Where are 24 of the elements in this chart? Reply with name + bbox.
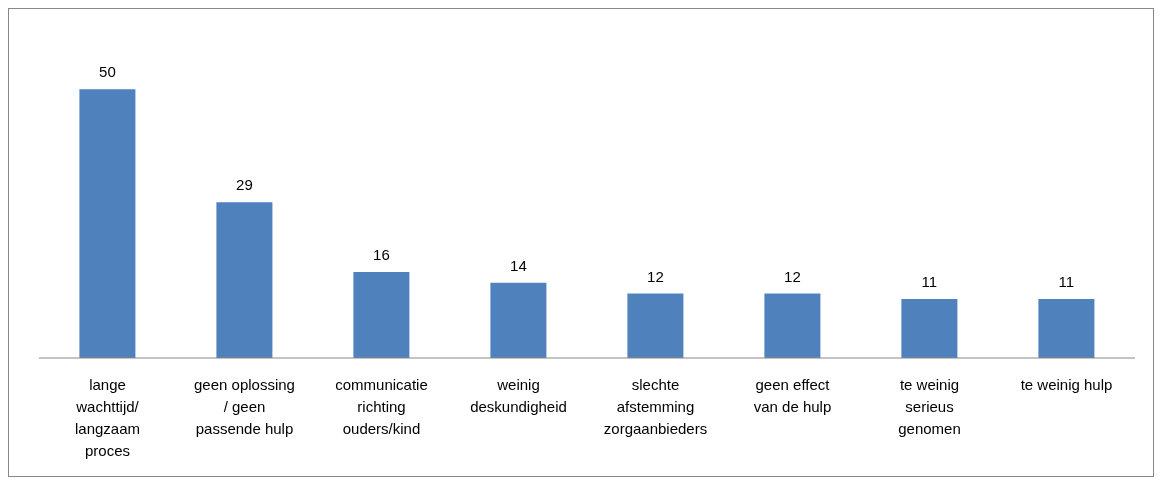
bar — [764, 293, 821, 358]
x-tick-label: lange wachttijd/ langzaam proces — [74, 376, 141, 459]
x-tick-label: communicatie richting ouders/kind — [335, 376, 428, 437]
data-label: 50 — [99, 63, 116, 81]
data-label: 16 — [373, 246, 390, 264]
bar — [901, 298, 958, 358]
data-label: 12 — [647, 267, 664, 285]
bar — [490, 282, 547, 358]
data-label: 29 — [236, 176, 253, 194]
x-tick-label: geen effect van de hulp — [753, 376, 832, 415]
x-tick-label: weinig deskundigheid — [470, 376, 567, 415]
bar — [216, 202, 273, 358]
x-tick-label: slechte afstemming zorgaanbieders — [603, 376, 708, 437]
x-tick-label: geen oplossing / geen passende hulp — [194, 376, 295, 437]
data-label: 11 — [1058, 272, 1075, 290]
data-label: 11 — [921, 272, 938, 290]
x-tick-label: te weinig hulp — [1020, 376, 1113, 393]
bar — [1038, 298, 1095, 358]
bar — [79, 89, 136, 358]
bar — [353, 272, 410, 358]
x-tick-label: te weinig serieus genomen — [898, 376, 961, 437]
bar — [627, 293, 684, 358]
data-label: 12 — [784, 267, 801, 285]
data-label: 14 — [510, 256, 527, 274]
